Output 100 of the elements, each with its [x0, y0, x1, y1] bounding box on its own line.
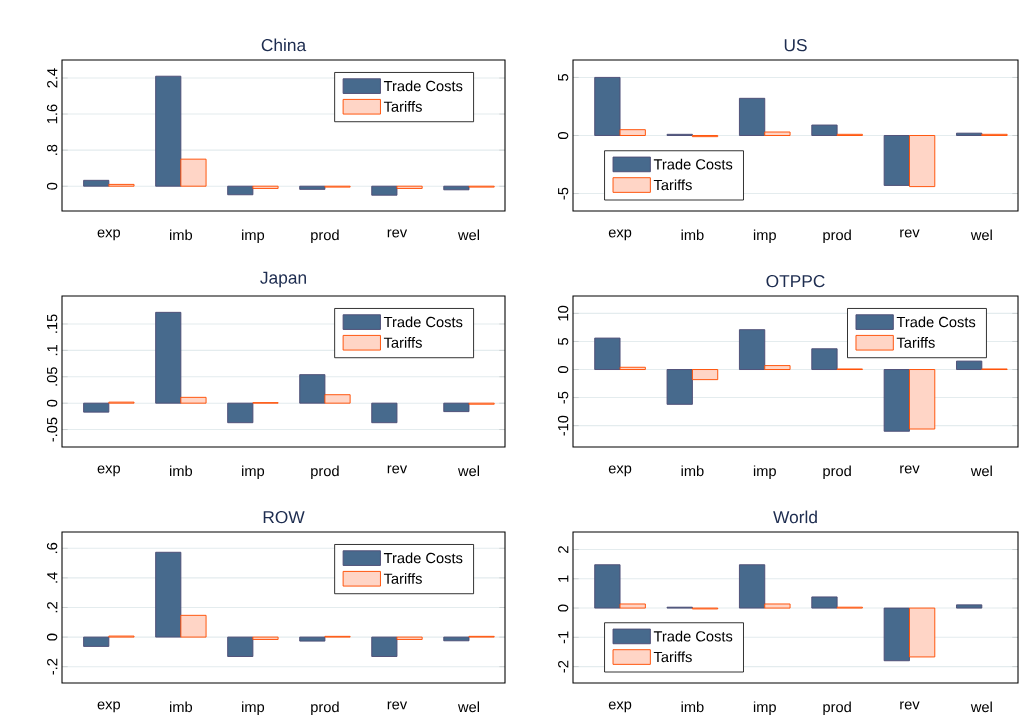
bar: [83, 179, 110, 187]
bar: [764, 131, 791, 136]
bar: [299, 636, 326, 642]
x-tick-label: exp: [97, 465, 121, 477]
bar: [883, 135, 910, 186]
bar: [396, 185, 423, 189]
y-tick-label: 0: [557, 132, 569, 139]
bar: [324, 394, 351, 404]
y-tick-label: 0: [46, 182, 58, 190]
y-tick-label: 2.4: [47, 68, 58, 88]
x-tick-label: prod: [823, 229, 851, 244]
bar: [180, 158, 207, 187]
bar: [443, 636, 470, 642]
y-tick-label: .8: [46, 144, 58, 155]
legend-label: Tariffs: [383, 573, 422, 584]
bar: [956, 604, 983, 609]
bar: [811, 124, 838, 136]
x-tick-label: imp: [753, 229, 776, 244]
bar: [594, 564, 621, 609]
bar: [883, 369, 910, 432]
x-tick-label: imb: [170, 701, 193, 713]
chart-title: US: [784, 39, 807, 52]
bar: [908, 135, 936, 188]
x-tick-label: imb: [681, 229, 704, 241]
bar: [299, 374, 326, 404]
x-tick-label: imp: [753, 701, 776, 716]
bar: [396, 636, 423, 640]
x-tick-label: prod: [311, 701, 339, 716]
bar: [619, 603, 646, 609]
x-tick-label: prod: [823, 465, 851, 480]
x-tick-label: imb: [681, 701, 704, 713]
bar: [619, 129, 646, 136]
legend-label: Tariffs: [383, 101, 422, 112]
bar: [908, 607, 936, 658]
y-tick-label: 0: [557, 604, 569, 612]
bar: [666, 369, 693, 405]
x-tick-label: rev: [900, 701, 920, 710]
legend-label: Tariffs: [383, 337, 422, 348]
legend-label: Tariffs: [896, 337, 935, 348]
x-tick-label: imp: [242, 465, 265, 480]
bar: [252, 185, 279, 189]
bar: [738, 97, 766, 136]
x-tick-label: exp: [97, 229, 121, 241]
bar: [155, 551, 182, 638]
bar: [956, 360, 983, 370]
bar: [738, 564, 766, 609]
x-tick-label: wel: [457, 229, 479, 241]
x-tick-label: wel: [970, 465, 992, 477]
x-tick-label: exp: [608, 701, 632, 713]
x-tick-label: imp: [242, 229, 265, 244]
legend-label: Trade Costs: [383, 552, 463, 564]
y-tick-label: .05: [46, 367, 58, 386]
y-tick-label: .2: [47, 602, 58, 613]
x-tick-label: prod: [823, 701, 851, 716]
legend-label: Trade Costs: [653, 630, 733, 642]
y-tick-label: .1: [47, 344, 58, 356]
bar: [594, 337, 621, 370]
y-tick-label: .15: [47, 314, 58, 333]
x-tick-label: exp: [608, 229, 632, 241]
bar: [443, 402, 470, 413]
bar: [371, 402, 398, 424]
bar: [155, 311, 182, 404]
chart-title: OTPPC: [766, 275, 825, 288]
bar: [594, 76, 621, 136]
y-tick-label: -.2: [47, 658, 58, 675]
x-tick-label: exp: [608, 465, 632, 477]
x-tick-label: imp: [242, 701, 265, 716]
y-tick-label: -5: [558, 187, 569, 200]
x-tick-label: rev: [900, 229, 920, 238]
x-tick-label: prod: [311, 465, 339, 480]
bar: [883, 607, 910, 662]
bar: [83, 402, 110, 413]
bar: [371, 185, 398, 196]
bar: [180, 614, 207, 638]
bar: [227, 636, 254, 657]
y-tick-label: -2: [558, 660, 569, 673]
x-tick-label: prod: [311, 229, 339, 244]
x-tick-label: exp: [97, 701, 121, 713]
x-tick-label: rev: [900, 465, 920, 474]
y-tick-label: 1: [558, 575, 569, 582]
bar: [811, 596, 838, 609]
chart-title: China: [261, 38, 307, 52]
x-tick-label: wel: [970, 229, 992, 241]
y-tick-label: 2: [558, 546, 569, 553]
y-tick-label: 0: [46, 399, 58, 407]
bar: [691, 369, 719, 381]
legend-label: Trade Costs: [653, 158, 733, 170]
bar: [908, 369, 936, 430]
y-tick-label: .4: [47, 572, 58, 583]
bar: [811, 348, 838, 370]
bar: [227, 185, 254, 196]
legend-label: Tariffs: [653, 179, 692, 191]
y-tick-label: 0: [46, 633, 58, 641]
legend-label: Trade Costs: [896, 316, 976, 328]
legend-label: Trade Costs: [383, 316, 463, 328]
y-tick-label: 10: [557, 305, 569, 321]
bar: [619, 366, 646, 370]
y-tick-label: -1: [558, 631, 569, 644]
x-tick-label: rev: [387, 465, 408, 474]
chart-title: ROW: [263, 511, 305, 524]
